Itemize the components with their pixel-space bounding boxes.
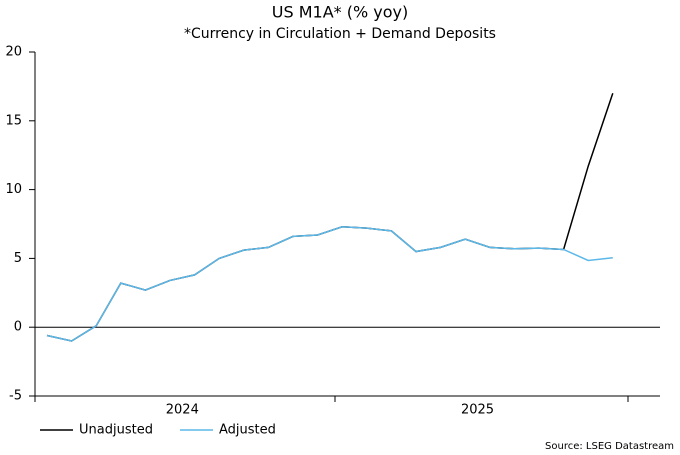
y-tick-label: -5 — [9, 389, 22, 404]
legend-label: Unadjusted — [79, 423, 153, 438]
y-tick-label: 10 — [5, 182, 22, 197]
y-tick-label: 5 — [14, 251, 22, 266]
y-tick-label: 0 — [14, 320, 22, 335]
series-line — [46, 93, 614, 342]
x-tick-label: 2024 — [166, 403, 199, 418]
legend-label: Adjusted — [219, 423, 276, 438]
y-tick-label: 15 — [5, 113, 22, 128]
source: Source: LSEG Datastream — [545, 441, 674, 452]
x-tick-label: 2025 — [461, 403, 494, 418]
chart-title: US M1A* (% yoy) — [272, 3, 408, 22]
y-tick-label: 20 — [5, 45, 22, 60]
chart-subtitle: *Currency in Circulation + Demand Deposi… — [184, 26, 496, 42]
series-line — [46, 225, 613, 342]
